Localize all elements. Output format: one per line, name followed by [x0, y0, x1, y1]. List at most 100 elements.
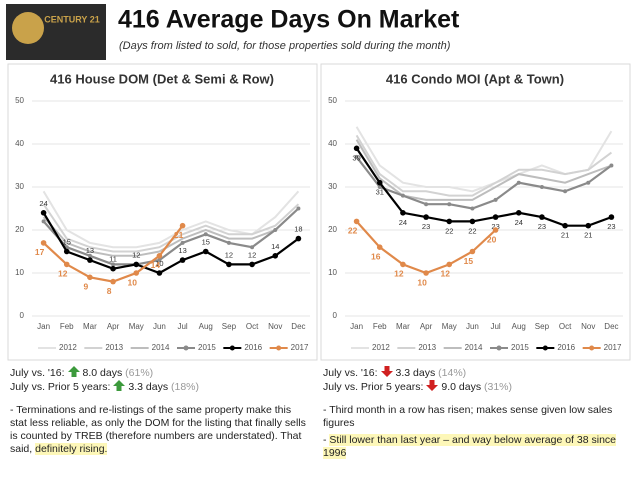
x-tick-label: Jul [490, 322, 500, 331]
x-tick-label: Feb [373, 322, 387, 331]
stat-value: 9.0 days [441, 381, 482, 393]
data-label: 11 [109, 255, 117, 264]
data-label: 9 [84, 282, 89, 292]
legend-marker [496, 345, 502, 351]
data-label: 13 [178, 246, 186, 255]
trend-arrow [65, 366, 83, 379]
legend-label: 2014 [152, 343, 170, 352]
point [156, 270, 163, 276]
data-label: 12 [58, 269, 68, 279]
data-label: 23 [607, 222, 615, 231]
x-tick-label: Jan [37, 322, 50, 331]
point [133, 261, 140, 268]
point [539, 214, 545, 220]
panel [7, 63, 318, 361]
chart-title: 416 House DOM (Det & Semi & Row) [50, 71, 274, 86]
data-label: 15 [63, 237, 71, 246]
data-label: 13 [86, 246, 94, 255]
data-label: 20 [487, 234, 497, 244]
slide-title: 416 Average Days On Market [118, 6, 460, 34]
point [469, 248, 476, 255]
series-line [355, 139, 612, 201]
point [470, 206, 475, 211]
x-tick-label: Jul [177, 322, 187, 331]
x-tick-label: Aug [199, 322, 213, 331]
y-tick-label: 20 [328, 225, 337, 234]
bullet: - Terminations and re-listings of the sa… [10, 404, 310, 456]
bullet-text: - Third month in a row has risen; makes … [323, 404, 613, 429]
stat-line: July vs. '16: 3.3 days (14%) [323, 366, 623, 380]
x-tick-label: Apr [420, 322, 433, 331]
point [608, 214, 615, 220]
legend-label: 2015 [198, 343, 216, 352]
data-label: 24 [515, 218, 523, 227]
point [492, 214, 499, 220]
stat-label: July vs. Prior 5 years: [10, 381, 111, 393]
point [110, 278, 116, 285]
logo-photo [12, 12, 44, 44]
x-tick-label: Mar [396, 322, 410, 331]
data-label: 12 [441, 269, 451, 279]
trend-arrow [110, 380, 128, 393]
chart-title: 416 Condo MOI (Apt & Town) [386, 71, 564, 86]
data-label: 12 [248, 250, 256, 259]
data-label: 39 [352, 153, 360, 162]
data-label: 14 [151, 260, 161, 270]
data-label: 23 [538, 222, 546, 231]
stat-label: July vs. '16: [10, 367, 65, 379]
data-label: 21 [561, 231, 569, 240]
point [446, 261, 453, 268]
data-label: 12 [225, 250, 233, 259]
logo-text: CENTURY 21 [44, 14, 100, 24]
note: July vs. '16: 8.0 days (61%) July vs. Prio… [10, 366, 310, 456]
point [110, 265, 116, 272]
x-tick-label: Mar [83, 322, 97, 331]
bullet-highlight: definitely rising. [35, 443, 108, 455]
bullet: - Third month in a row has risen; makes … [323, 404, 623, 430]
stat-label: July vs. Prior 5 years: [323, 381, 424, 393]
y-tick-label: 40 [328, 139, 337, 148]
point [353, 218, 360, 225]
x-tick-label: Dec [604, 322, 618, 331]
panel [320, 63, 631, 361]
legend-label: 2017 [291, 343, 309, 352]
x-tick-label: Sep [222, 322, 237, 331]
x-tick-label: May [442, 322, 457, 331]
x-tick-label: Sep [535, 322, 550, 331]
point [203, 232, 208, 237]
point [296, 206, 301, 211]
point [446, 218, 453, 225]
stat-pct: (31%) [484, 381, 513, 393]
point [156, 253, 163, 259]
data-label: 24 [39, 199, 47, 208]
x-tick-label: May [129, 322, 144, 331]
point [63, 261, 70, 268]
series-line [42, 207, 300, 257]
legend-label: 2014 [465, 343, 483, 352]
point [133, 270, 140, 276]
point [295, 235, 302, 242]
stat-pct: (14%) [438, 367, 467, 379]
x-tick-label: Aug [512, 322, 526, 331]
y-tick-label: 10 [15, 268, 24, 277]
data-label: 21 [174, 230, 184, 240]
data-label: 16 [371, 251, 381, 261]
point [493, 197, 498, 202]
legend-label: 2016 [244, 343, 262, 352]
point [515, 210, 522, 216]
point [249, 261, 255, 268]
x-tick-label: Nov [581, 322, 595, 331]
point [516, 180, 521, 185]
point [376, 179, 383, 186]
stat-pct: (61%) [125, 367, 154, 379]
data-label: 23 [422, 222, 430, 231]
point [40, 210, 47, 216]
x-tick-label: Apr [107, 322, 120, 331]
legend-label: 2016 [557, 343, 575, 352]
y-tick-label: 10 [328, 268, 337, 277]
point [202, 248, 209, 255]
stat-label: July vs. '16: [323, 367, 378, 379]
data-label: 22 [445, 226, 453, 235]
legend-label: 2012 [59, 343, 77, 352]
data-label: 10 [417, 277, 427, 287]
